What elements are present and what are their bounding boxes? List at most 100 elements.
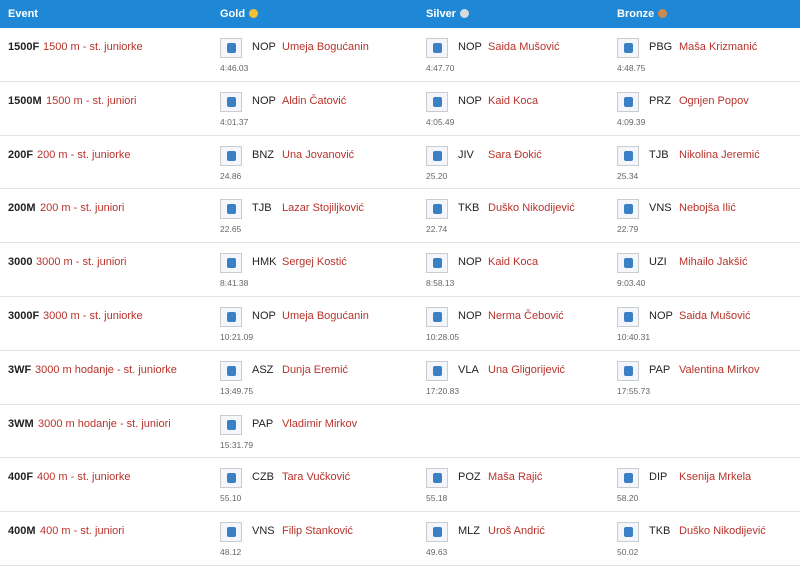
club-logo bbox=[617, 145, 639, 166]
event-name[interactable]: 400 m - st. juniori bbox=[40, 525, 125, 538]
event-name[interactable]: 1500 m - st. juniori bbox=[46, 94, 137, 107]
event-name[interactable]: 1500 m - st. juniorke bbox=[43, 41, 143, 53]
athlete-name[interactable]: Una Gligorijević bbox=[488, 363, 566, 376]
club-code: TKB bbox=[458, 202, 480, 215]
event-code: 3000 bbox=[8, 256, 33, 269]
athlete-name[interactable]: Duško Nikodijević bbox=[488, 202, 575, 215]
club-logo bbox=[220, 307, 242, 327]
club-logo bbox=[220, 253, 242, 274]
club-logo bbox=[426, 522, 448, 543]
club-code: NOP bbox=[458, 41, 482, 53]
event-name[interactable]: 200 m - st. juniori bbox=[40, 202, 125, 215]
club-code: NOP bbox=[252, 41, 276, 53]
club-code: NOP bbox=[649, 310, 673, 322]
event-code: 200F bbox=[8, 148, 34, 161]
event-name[interactable]: 400 m - st. juniorke bbox=[37, 471, 131, 484]
result-time: 4:01.37 bbox=[220, 116, 249, 127]
medal-icon bbox=[658, 9, 668, 18]
result-time: 9:03.40 bbox=[617, 278, 646, 289]
athlete-name[interactable]: Tara Vučković bbox=[282, 471, 351, 484]
header-silver: Silver bbox=[426, 8, 469, 20]
club-logo bbox=[220, 468, 242, 489]
result-time: 25.34 bbox=[617, 170, 639, 181]
event-name[interactable]: 3000 m - st. juniorke bbox=[43, 310, 143, 322]
club-code: VNS bbox=[252, 525, 275, 538]
club-code: UZI bbox=[649, 256, 667, 269]
athlete-name[interactable]: Ksenija Mrkela bbox=[679, 471, 752, 484]
athlete-name[interactable]: Sergej Kostić bbox=[282, 256, 347, 269]
club-code: PRZ bbox=[649, 94, 671, 107]
athlete-name[interactable]: Valentina Mirkov bbox=[679, 363, 760, 376]
result-time: 50.02 bbox=[617, 547, 639, 558]
club-logo bbox=[617, 91, 639, 112]
result-time: 10:21.09 bbox=[220, 332, 254, 342]
club-code: NOP bbox=[458, 256, 482, 269]
medal-icon bbox=[249, 9, 259, 18]
club-code: DIP bbox=[649, 471, 668, 484]
athlete-name[interactable]: Saida Mušović bbox=[488, 41, 560, 53]
athlete-name[interactable]: Nikolina Jeremić bbox=[679, 148, 760, 161]
athlete-name[interactable]: Uroš Andrić bbox=[488, 525, 545, 538]
table-row: 200M 200 m - st. juniori TJB Lazar Stojiljk… bbox=[0, 189, 800, 244]
result-time: 17:20.83 bbox=[426, 385, 460, 396]
event-name[interactable]: 200 m - st. juniorke bbox=[37, 148, 131, 161]
athlete-name[interactable]: Una Jovanović bbox=[282, 148, 355, 161]
result-time: 10:28.05 bbox=[426, 332, 460, 342]
athlete-name[interactable]: Duško Nikodijević bbox=[679, 525, 766, 538]
athlete-name[interactable]: Vladimir Mirkov bbox=[282, 417, 358, 430]
result-time: 55.10 bbox=[220, 493, 242, 504]
athlete-name[interactable]: Nebojša Ilić bbox=[679, 202, 736, 215]
event-name[interactable]: 3000 m hodanje - st. juniori bbox=[38, 417, 171, 430]
athlete-name[interactable]: Aldin Čatović bbox=[282, 94, 347, 107]
athlete-name[interactable]: Kaid Koca bbox=[488, 256, 539, 269]
result-time: 4:46.03 bbox=[220, 63, 249, 73]
table-row: 3WF 3000 m hodanje - st. juniorke ASZ Dunja… bbox=[0, 351, 800, 405]
event-code: 1500M bbox=[8, 94, 42, 107]
club-code: TKB bbox=[649, 525, 671, 538]
club-logo bbox=[220, 522, 242, 543]
athlete-name[interactable]: Sara Đokić bbox=[488, 148, 542, 161]
event-code: 1500F bbox=[8, 41, 40, 53]
athlete-name[interactable]: Umeja Bogućanin bbox=[282, 310, 369, 322]
event-code: 200M bbox=[8, 202, 36, 215]
club-code: TJB bbox=[252, 202, 272, 215]
club-code: VNS bbox=[649, 202, 672, 215]
athlete-name[interactable]: Lazar Stojiljković bbox=[282, 202, 364, 215]
athlete-name[interactable]: Dunja Eremić bbox=[282, 363, 349, 376]
event-name[interactable]: 3000 m - st. juniori bbox=[36, 256, 127, 269]
club-code: NOP bbox=[252, 94, 276, 107]
athlete-name[interactable]: Mihailo Jakšić bbox=[679, 256, 748, 269]
athlete-name[interactable]: Maša Krizmanić bbox=[679, 41, 758, 53]
result-time: 4:09.39 bbox=[617, 116, 646, 127]
header-bronze-text: Bronze bbox=[617, 8, 655, 20]
athlete-name[interactable]: Nerma Čebović bbox=[488, 310, 564, 322]
club-logo bbox=[617, 360, 639, 381]
result-time: 22.74 bbox=[426, 224, 448, 235]
medal-icon bbox=[459, 9, 469, 18]
club-logo bbox=[220, 360, 242, 381]
club-logo bbox=[426, 38, 448, 58]
club-logo bbox=[220, 414, 242, 435]
club-code: NOP bbox=[458, 310, 482, 322]
club-logo bbox=[426, 468, 448, 489]
club-code: VLA bbox=[458, 363, 479, 376]
athlete-name[interactable]: Maša Rajić bbox=[488, 471, 543, 484]
table-row: 400M 400 m - st. juniori VNS Filip Stankovi… bbox=[0, 512, 800, 566]
table-row: 3WM 3000 m hodanje - st. juniori PAP Vladim… bbox=[0, 405, 800, 459]
event-code: 400F bbox=[8, 471, 34, 484]
header-silver-text: Silver bbox=[426, 8, 456, 20]
table-row: 200F 200 m - st. juniorke BNZ Una Jovanović… bbox=[0, 136, 800, 190]
club-logo bbox=[617, 38, 639, 58]
athlete-name[interactable]: Umeja Bogućanin bbox=[282, 41, 369, 53]
club-code: PAP bbox=[649, 363, 671, 376]
result-time: 49.63 bbox=[426, 547, 448, 558]
athlete-name[interactable]: Saida Mušović bbox=[679, 310, 751, 322]
athlete-name[interactable]: Filip Stanković bbox=[282, 525, 353, 538]
athlete-name[interactable]: Ognjen Popov bbox=[679, 94, 749, 107]
result-time: 8:41.38 bbox=[220, 278, 249, 289]
club-logo bbox=[426, 307, 448, 327]
club-logo bbox=[220, 91, 242, 112]
event-name[interactable]: 3000 m hodanje - st. juniorke bbox=[35, 363, 177, 376]
club-code: NOP bbox=[458, 94, 482, 107]
athlete-name[interactable]: Kaid Koca bbox=[488, 94, 539, 107]
